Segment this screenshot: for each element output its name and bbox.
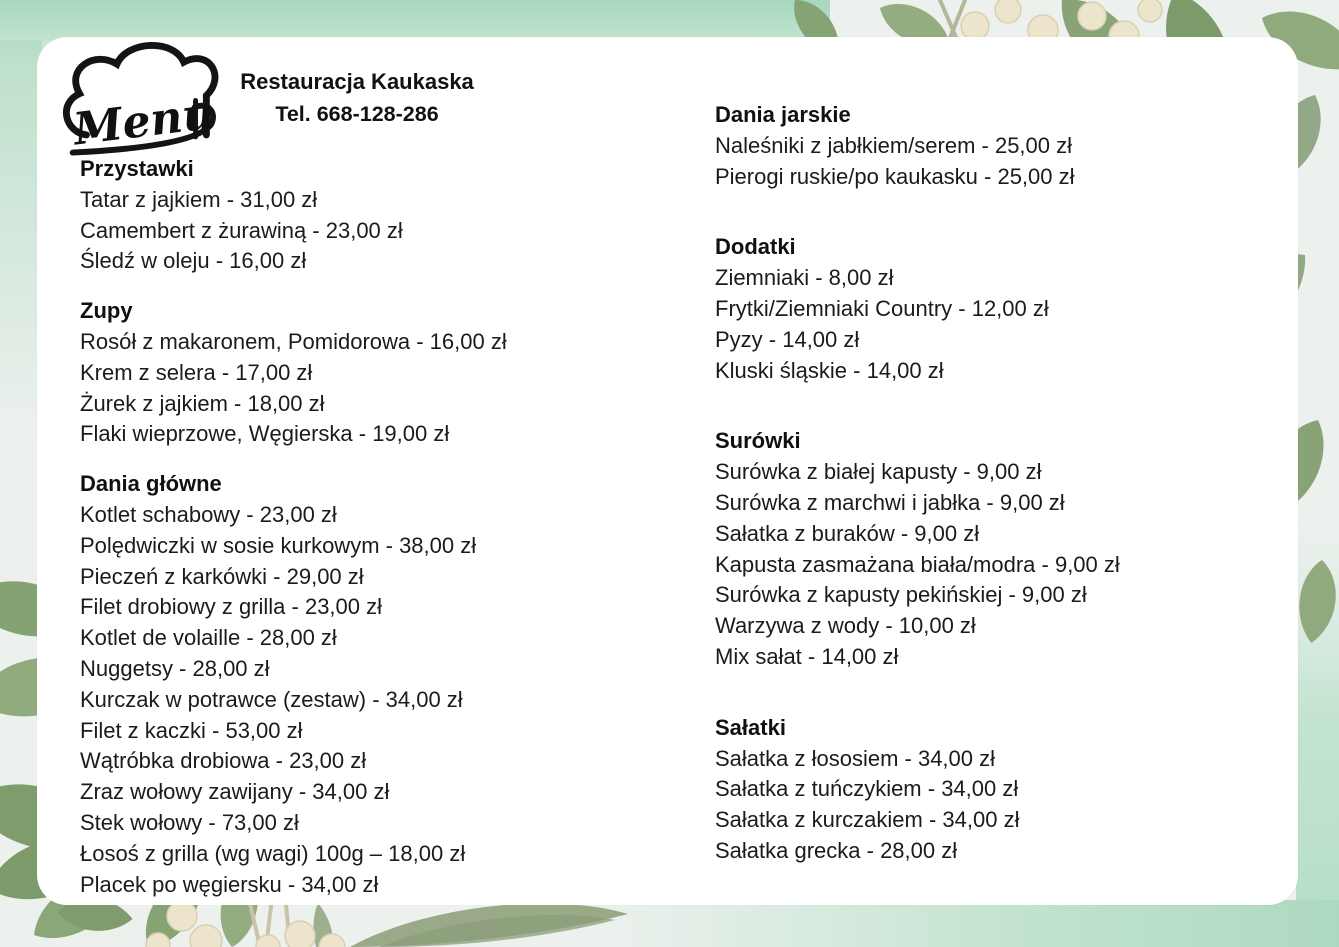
menu-column-left: Przystawki Tatar z jajkiem - 31,00 zł Came… — [80, 154, 690, 919]
menu-section: Zupy Rosół z makaronem, Pomidorowa - 16,0… — [80, 296, 690, 450]
menu-item: Sałatka z buraków - 9,00 zł — [715, 520, 980, 546]
menu-item: Pierogi ruskie/po kaukasku - 25,00 zł — [715, 163, 1075, 189]
menu-section: Sałatki Sałatka z łososiem - 34,00 zł Sała… — [715, 713, 1275, 867]
section-title: Zupy — [80, 298, 133, 324]
menu-section: Dodatki Ziemniaki - 8,00 zł Frytki/Ziemnia… — [715, 232, 1275, 386]
menu-item: Ziemniaki - 8,00 zł — [715, 265, 894, 291]
menu-item: Surówka z marchwi i jabłka - 9,00 zł — [715, 489, 1065, 515]
chef-hat-menu-logo: Menu — [62, 42, 219, 156]
menu-item: Kluski śląskie - 14,00 zł — [715, 357, 944, 383]
berries-top-right — [960, 0, 1163, 52]
menu-item: Surówka z białej kapusty - 9,00 zł — [715, 459, 1042, 485]
wash-left — [0, 40, 42, 440]
menu-item: Zraz wołowy zawijany - 34,00 zł — [80, 779, 390, 805]
menu-item: Śledź w oleju - 16,00 zł — [80, 248, 307, 274]
menu-section: Dania główne Kotlet schabowy - 23,00 zł Po… — [80, 469, 690, 900]
menu-item: Placek po węgiersku - 34,00 zł — [80, 871, 379, 897]
menu-item: Naleśniki z jabłkiem/serem - 25,00 zł — [715, 132, 1073, 158]
section-title: Sałatki — [715, 714, 786, 740]
section-title: Dania jarskie — [715, 102, 851, 127]
menu-item: Sałatka z łososiem - 34,00 zł — [715, 745, 996, 771]
brand-block: Restauracja Kaukaska Tel. 668-128-286 — [192, 65, 522, 131]
section-title: Przystawki — [80, 156, 194, 181]
menu-item: Rosół z makaronem, Pomidorowa - 16,00 zł — [80, 328, 507, 354]
menu-item: Sałatka grecka - 28,00 zł — [715, 837, 958, 863]
menu-section: Surówki Surówka z białej kapusty - 9,00 z… — [715, 426, 1275, 672]
menu-card: Menu Restauracja Kaukaska Tel. 668-128-2… — [37, 37, 1298, 905]
menu-section: Dania jarskie Naleśniki z jabłkiem/serem … — [715, 100, 1275, 192]
menu-item: Żurek z jajkiem - 18,00 zł — [80, 390, 325, 416]
menu-item: Stek wołowy - 73,00 zł — [80, 809, 299, 835]
menu-item: Pieczeń z karkówki - 29,00 zł — [80, 563, 364, 589]
menu-item: Sałatka z kurczakiem - 34,00 zł — [715, 807, 1020, 833]
restaurant-name: Restauracja Kaukaska — [240, 69, 474, 94]
menu-column-right: Dania jarskie Naleśniki z jabłkiem/serem … — [715, 100, 1275, 907]
menu-item: Nuggetsy - 28,00 zł — [80, 655, 270, 681]
menu-item: Mix sałat - 14,00 zł — [715, 643, 899, 669]
menu-item: Polędwiczki w sosie kurkowym - 38,00 zł — [80, 532, 477, 558]
menu-section: Przystawki Tatar z jajkiem - 31,00 zł Came… — [80, 154, 690, 277]
section-title: Surówki — [715, 428, 801, 454]
menu-item: Kotlet de volaille - 28,00 zł — [80, 625, 337, 651]
menu-item: Kurczak w potrawce (zestaw) - 34,00 zł — [80, 686, 463, 712]
menu-item: Filet z kaczki - 53,00 zł — [80, 717, 303, 743]
menu-item: Filet drobiowy z grilla - 23,00 zł — [80, 594, 383, 620]
menu-item: Kotlet schabowy - 23,00 zł — [80, 501, 337, 527]
menu-item: Surówka z kapusty pekińskiej - 9,00 zł — [715, 582, 1087, 608]
berries-bottom-strip — [145, 900, 346, 947]
menu-item: Sałatka z tuńczykiem - 34,00 zł — [715, 776, 1019, 802]
chef-hat-icon — [62, 42, 219, 139]
menu-item: Frytki/Ziemniaki Country - 12,00 zł — [715, 295, 1049, 321]
menu-item: Krem z selera - 17,00 zł — [80, 359, 313, 385]
menu-item: Flaki wieprzowe, Węgierska - 19,00 zł — [80, 421, 450, 447]
section-title: Dania główne — [80, 471, 222, 497]
leaves-top-right — [784, 0, 1339, 646]
menu-item: Łosoś z grilla (wg wagi) 100g – 18,00 zł — [80, 840, 466, 866]
logo-swash — [69, 102, 216, 156]
menu-item: Camembert z żurawiną - 23,00 zł — [80, 217, 403, 243]
menu-item: Wątróbka drobiowa - 23,00 zł — [80, 748, 367, 774]
wash-bottom — [590, 900, 1339, 947]
leaves-bottom-strip — [130, 860, 628, 947]
restaurant-phone: Tel. 668-128-286 — [275, 102, 439, 126]
section-title: Dodatki — [715, 234, 796, 260]
menu-item: Tatar z jajkiem - 31,00 zł — [80, 186, 318, 212]
menu-item: Warzywa z wody - 10,00 zł — [715, 613, 976, 639]
menu-item: Kapusta zasmażana biała/modra - 9,00 zł — [715, 551, 1120, 577]
menu-item: Pyzy - 14,00 zł — [715, 326, 860, 352]
